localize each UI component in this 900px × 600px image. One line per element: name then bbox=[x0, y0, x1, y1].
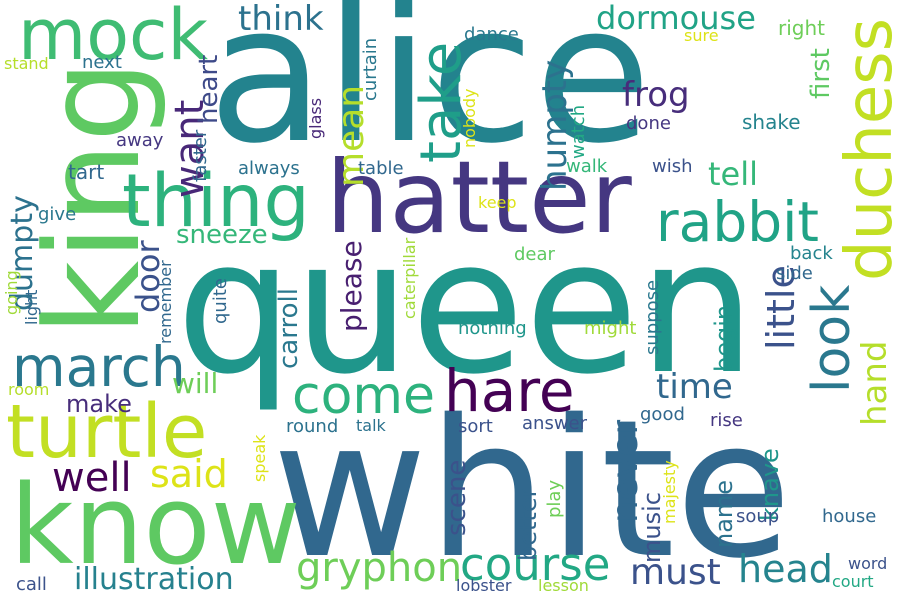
word-name: name bbox=[710, 479, 738, 548]
word-illustration: illustration bbox=[74, 562, 234, 597]
word-soup: soup bbox=[736, 506, 780, 527]
word-right: right bbox=[778, 16, 825, 40]
word-light: light bbox=[22, 289, 41, 325]
word-round: round bbox=[286, 416, 339, 437]
word-majesty: majesty bbox=[660, 460, 679, 524]
word-hand: hand bbox=[855, 340, 895, 426]
word-alice: alice bbox=[208, 0, 652, 185]
word-dance: dance bbox=[464, 24, 519, 45]
word-table: table bbox=[358, 158, 404, 179]
word-course: course bbox=[460, 538, 611, 591]
word-frog: frog bbox=[622, 75, 690, 115]
word-think: think bbox=[238, 0, 324, 39]
word-please: please bbox=[335, 240, 368, 332]
word-rabbit: rabbit bbox=[656, 190, 819, 254]
word-dormouse: dormouse bbox=[596, 0, 756, 37]
word-wish: wish bbox=[652, 156, 693, 177]
word-back: back bbox=[790, 243, 833, 264]
word-call: call bbox=[16, 574, 47, 595]
word-side: side bbox=[776, 263, 813, 284]
word-better: better bbox=[514, 487, 542, 561]
word-know: know bbox=[10, 461, 301, 589]
word-turtle: turtle bbox=[6, 389, 208, 475]
word-gryphon: gryphon bbox=[296, 545, 463, 591]
word-suppose: suppose bbox=[642, 279, 663, 355]
word-look: look bbox=[802, 284, 862, 393]
word-white: white bbox=[272, 379, 792, 600]
word-keep: keep bbox=[478, 193, 517, 212]
word-march: march bbox=[12, 335, 186, 399]
word-come: come bbox=[292, 366, 436, 426]
word-stand: stand bbox=[4, 54, 49, 73]
word-going: going bbox=[2, 270, 21, 315]
word-curtain: curtain bbox=[360, 37, 381, 101]
word-remember: remember bbox=[156, 260, 175, 344]
word-thing: thing bbox=[122, 159, 310, 244]
word-glass: glass bbox=[306, 97, 325, 139]
word-tart: tart bbox=[68, 160, 105, 184]
word-faster: faster bbox=[190, 129, 211, 182]
word-away: away bbox=[116, 130, 164, 151]
word-lesson: lesson bbox=[538, 576, 589, 595]
word-begin: begin bbox=[710, 304, 738, 372]
word-always: always bbox=[238, 158, 300, 179]
word-queen: queen bbox=[176, 199, 756, 415]
word-carroll: carroll bbox=[274, 288, 304, 369]
word-answer: answer bbox=[522, 413, 588, 434]
word-house: house bbox=[822, 506, 877, 527]
word-room: room bbox=[8, 380, 50, 399]
word-sure: sure bbox=[684, 26, 719, 45]
word-hatter: hatter bbox=[326, 139, 632, 256]
word-nobody: nobody bbox=[460, 88, 479, 149]
word-make: make bbox=[66, 390, 132, 418]
word-speak: speak bbox=[250, 434, 269, 482]
word-well: well bbox=[52, 455, 132, 501]
word-talk: talk bbox=[356, 416, 386, 435]
word-walk: walk bbox=[566, 156, 608, 177]
word-mock: mock bbox=[18, 0, 209, 76]
word-sneeze: sneeze bbox=[176, 220, 268, 250]
word-will: will bbox=[172, 367, 219, 400]
word-caterpillar: caterpillar bbox=[400, 237, 419, 319]
word-lobster: lobster bbox=[456, 576, 512, 595]
word-sort: sort bbox=[458, 416, 493, 437]
word-might: might bbox=[584, 318, 637, 339]
word-shake: shake bbox=[742, 110, 801, 134]
word-watch: watch bbox=[568, 104, 589, 159]
word-tell: tell bbox=[708, 155, 759, 193]
word-must: must bbox=[630, 552, 721, 593]
word-hare: hare bbox=[444, 357, 575, 425]
word-duchess: duchess bbox=[833, 18, 900, 281]
word-give: give bbox=[38, 204, 77, 225]
word-word: word bbox=[848, 554, 888, 573]
word-scene: scene bbox=[442, 459, 472, 536]
word-court: court bbox=[832, 572, 874, 591]
word-rise: rise bbox=[710, 410, 743, 431]
word-next: next bbox=[82, 52, 122, 73]
word-play: play bbox=[544, 479, 565, 518]
word-done: done bbox=[626, 113, 671, 134]
word-head: head bbox=[738, 547, 833, 591]
word-first: first bbox=[806, 48, 836, 99]
word-quite: quite bbox=[210, 278, 231, 324]
word-time: time bbox=[656, 367, 733, 407]
word-said: said bbox=[150, 452, 228, 496]
word-heart: heart bbox=[194, 54, 224, 124]
word-nothing: nothing bbox=[458, 318, 527, 339]
word-good: good bbox=[640, 404, 685, 425]
word-dear: dear bbox=[514, 244, 555, 265]
